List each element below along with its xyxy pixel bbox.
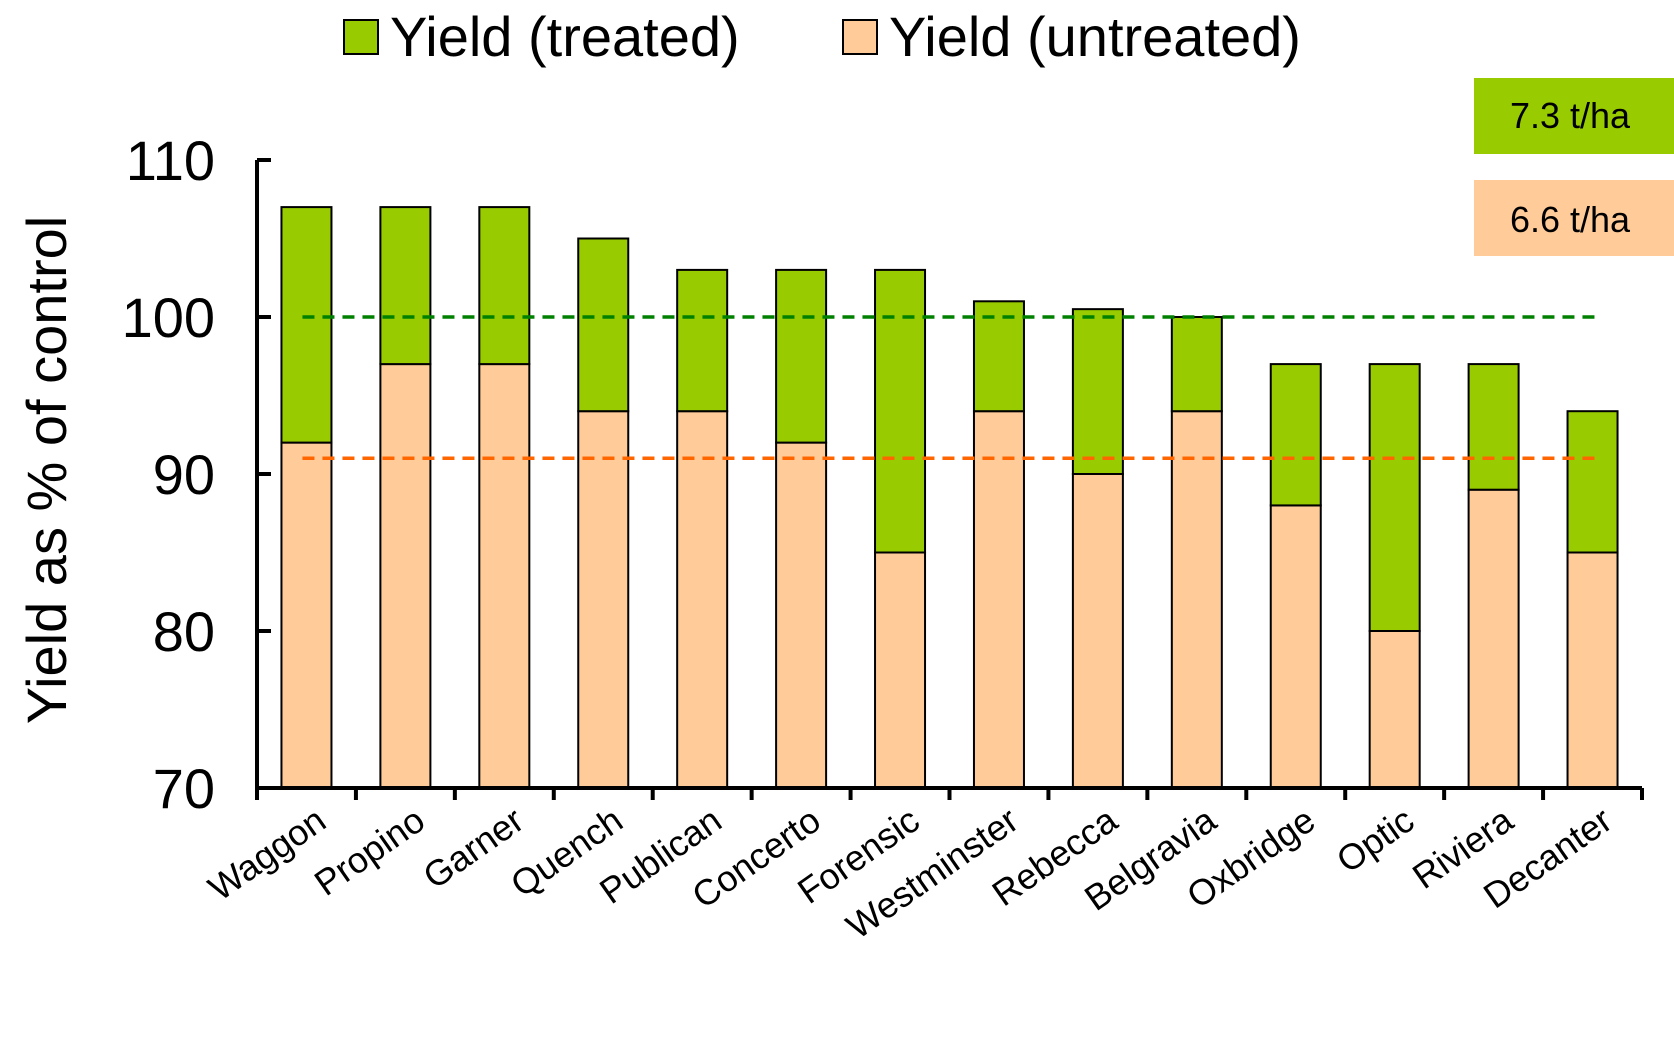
bar-treated-propino — [379, 206, 432, 366]
bar-untreated-waggon — [280, 441, 333, 789]
bar-treated-waggon — [280, 206, 333, 444]
axes: 70 80 90 100 110 — [122, 129, 1644, 820]
ref-box-treated-label: 7.3 t/ha — [1510, 95, 1631, 136]
bar-treated-garner — [478, 206, 531, 366]
bar-treated-belgravia — [1170, 316, 1223, 413]
bar-untreated-quench — [577, 410, 630, 789]
bar-treated-oxbridge — [1269, 363, 1322, 507]
bar-untreated-concerto — [775, 441, 828, 789]
bar-untreated-belgravia — [1170, 410, 1223, 789]
bar-untreated-propino — [379, 363, 432, 789]
bar-untreated-forensic — [874, 551, 927, 789]
x-tick-labels: WaggonPropinoGarnerQuenchPublicanConcert… — [201, 798, 1619, 946]
bar-untreated-optic — [1368, 630, 1421, 789]
y-tick-label-70: 70 — [153, 757, 215, 820]
bar-untreated-garner — [478, 363, 531, 789]
bar-treated-publican — [676, 268, 729, 413]
bar-untreated-westminster — [972, 410, 1025, 789]
y-tick-label-90: 90 — [153, 443, 215, 506]
y-axis-label: Yield as % of control — [15, 216, 78, 724]
bar-treated-quench — [577, 237, 630, 413]
y-tick-label-110: 110 — [126, 129, 215, 192]
legend-swatch-treated — [343, 19, 379, 55]
ref-box-untreated — [1474, 180, 1674, 256]
bar-treated-decanter — [1566, 410, 1619, 554]
legend-swatch-untreated — [842, 19, 878, 55]
bars — [280, 206, 1619, 789]
bar-untreated-riviera — [1467, 488, 1520, 789]
bar-untreated-rebecca — [1071, 473, 1124, 789]
y-tick-label-100: 100 — [122, 286, 215, 349]
bar-treated-westminster — [972, 300, 1025, 413]
legend: Yield (treated) Yield (untreated) — [343, 5, 1301, 68]
bar-treated-rebecca — [1071, 308, 1124, 475]
x-tick-label-propino: Propino — [307, 799, 432, 904]
bar-untreated-decanter — [1566, 551, 1619, 789]
reference-lines — [302, 315, 1597, 461]
legend-label-treated: Yield (treated) — [390, 5, 740, 68]
legend-label-untreated: Yield (untreated) — [889, 5, 1301, 68]
bar-untreated-publican — [676, 410, 729, 789]
bar-untreated-oxbridge — [1269, 504, 1322, 789]
bar-treated-concerto — [775, 268, 828, 444]
x-tick-label-waggon: Waggon — [201, 799, 333, 909]
y-tick-label-80: 80 — [153, 600, 215, 663]
bar-treated-optic — [1368, 363, 1421, 632]
ref-box-untreated-label: 6.6 t/ha — [1510, 199, 1631, 240]
ref-box-treated — [1474, 78, 1674, 154]
bar-treated-riviera — [1467, 363, 1520, 491]
bar-treated-forensic — [874, 268, 927, 554]
